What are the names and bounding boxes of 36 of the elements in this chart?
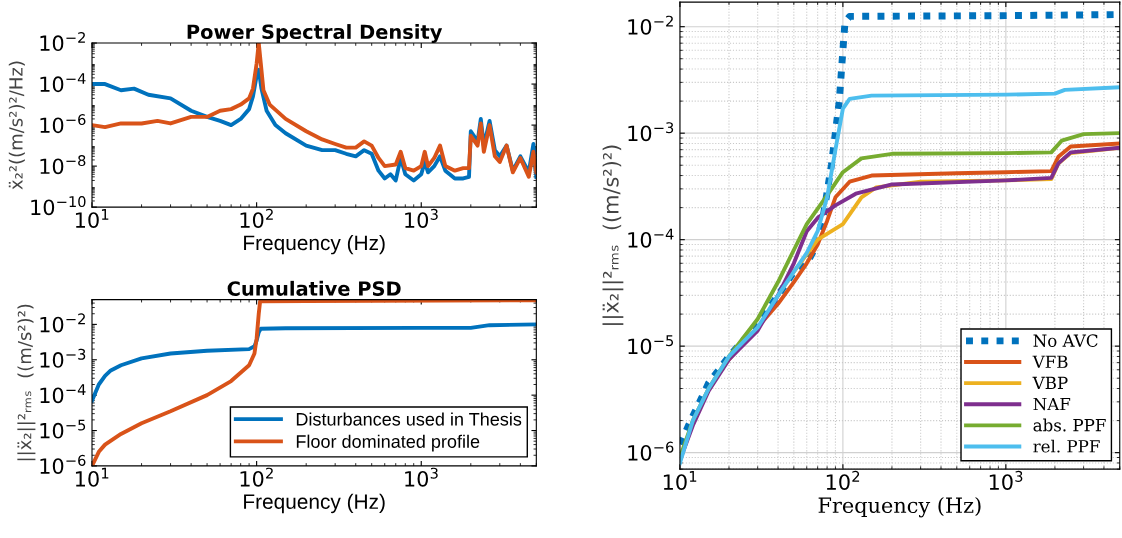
- y-tick-label: 10$^{−2}$: [40, 32, 85, 52]
- chart-title: Cumulative PSD: [227, 280, 401, 296]
- legend-label: rel. PPF: [1033, 439, 1100, 453]
- y-tick-label: 10$^{−8}$: [40, 155, 86, 175]
- legend-label: Floor dominated profile: [296, 434, 480, 452]
- x-tick-label: 10$^{2}$: [240, 208, 273, 228]
- y-tick-label: 10$^{−2}$: [628, 15, 673, 35]
- x-tick-label: 10$^{3}$: [989, 470, 1023, 490]
- chart-title: Power Spectral Density: [187, 24, 443, 44]
- y-tick-label: 10$^{−4}$: [40, 73, 86, 93]
- legend-label: VBP: [1032, 376, 1068, 389]
- legend-label: VFB: [1032, 355, 1068, 368]
- y-tick-label: 10$^{−5}$: [628, 335, 674, 355]
- x-tick-label: 10$^{1}$: [663, 471, 697, 490]
- x-axis-title: Frequency (Hz): [244, 493, 385, 514]
- x-axis-title: Frequency (Hz): [244, 234, 385, 255]
- y-tick-label: 10$^{−2}$: [40, 313, 85, 333]
- y-axis-title: ẍ₂²((m/s²)²/Hz): [8, 61, 25, 190]
- y-tick-label: 10$^{−4}$: [628, 228, 674, 248]
- y-axis-title: ||ẍ₂||²ᵣₘₛ ((m/s²)²): [17, 304, 36, 461]
- x-tick-label: 10$^{3}$: [405, 467, 438, 487]
- legend-label: abs. PPF: [1033, 418, 1106, 432]
- legend-label: Disturbances used in Thesis: [296, 412, 522, 426]
- y-tick-label: 10$^{−6}$: [40, 114, 86, 134]
- x-tick-label: 10$^{2}$: [240, 467, 273, 487]
- y-tick-label: 10$^{−5}$: [40, 419, 86, 439]
- y-tick-label: 10$^{−6}$: [628, 441, 674, 461]
- y-axis-title: ||ẍ₂||²ᵣₘₛ ((m/s²)²): [602, 145, 624, 325]
- y-tick-label: 10$^{−4}$: [40, 384, 86, 404]
- legend-label: NAF: [1033, 397, 1071, 411]
- y-tick-label: 10$^{−3}$: [628, 122, 674, 142]
- x-tick-label: 10$^{3}$: [405, 208, 438, 228]
- legend-label: No AVC: [1033, 334, 1098, 347]
- y-tick-label: 10$^{−3}$: [40, 348, 86, 368]
- x-axis-title: Frequency (Hz): [818, 496, 981, 518]
- x-tick-label: 10$^{2}$: [826, 470, 860, 490]
